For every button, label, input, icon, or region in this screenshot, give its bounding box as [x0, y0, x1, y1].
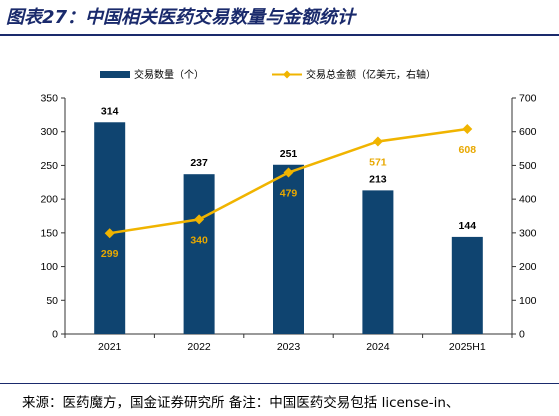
- title-divider: [0, 34, 559, 36]
- bar-value-label: 213: [369, 173, 387, 185]
- left-axis-tick-label: 50: [46, 295, 58, 307]
- legend-swatch-marker: [283, 70, 291, 79]
- line-value-label: 571: [369, 156, 387, 168]
- line-value-label: 479: [280, 188, 298, 200]
- right-axis-tick-label: 700: [519, 93, 537, 105]
- line-marker: [372, 136, 383, 147]
- chart-title: 图表27：中国相关医药交易数量与金额统计: [6, 7, 356, 28]
- line-marker: [462, 124, 473, 135]
- left-axis-tick-label: 300: [40, 126, 58, 138]
- left-axis-tick-label: 100: [40, 261, 58, 273]
- right-axis-tick-label: 600: [519, 126, 537, 138]
- legend-swatch-bar: [100, 71, 130, 78]
- chart: 交易数量（个） 交易总金额（亿美元，右轴） 0 50 100 150 200 250 300…: [40, 68, 536, 354]
- line-marker: [283, 167, 294, 178]
- bar: [183, 174, 215, 334]
- left-axis-tick-label: 250: [40, 160, 58, 172]
- bar: [451, 236, 483, 334]
- right-axis-tick-label: 100: [519, 295, 537, 307]
- footer-divider: [0, 383, 559, 384]
- bar-value-label: 314: [101, 105, 119, 117]
- line-value-label: 299: [101, 248, 119, 260]
- bar-series: [94, 122, 483, 334]
- line-value-label: 608: [459, 144, 477, 156]
- bar-value-label: 144: [459, 220, 477, 232]
- left-axis-tick-label: 350: [40, 93, 58, 105]
- left-axis-tick-label: 0: [52, 329, 58, 341]
- right-axis-tick-label: 400: [519, 194, 537, 206]
- legend: 交易数量（个） 交易总金额（亿美元，右轴）: [100, 68, 436, 81]
- axes: 0 50 100 150 200 250 300 350 0 100 200 300 400 500 600…: [40, 93, 536, 354]
- bar-value-label: 237: [190, 157, 208, 169]
- source-note: 来源：医药魔方，国金证券研究所 备注：中国医药交易包括 license-in、: [22, 395, 460, 411]
- bar: [362, 190, 394, 334]
- line-marker: [194, 214, 205, 225]
- bar: [94, 122, 126, 334]
- legend-label-bar: 交易数量（个）: [134, 68, 204, 81]
- right-axis-tick-label: 0: [519, 329, 525, 341]
- line-series: [104, 124, 473, 239]
- bar: [273, 164, 304, 334]
- right-axis-tick-label: 200: [519, 261, 537, 273]
- right-axis-tick-label: 300: [519, 227, 537, 239]
- right-axis-tick-label: 500: [519, 160, 537, 172]
- line-value-label: 340: [190, 234, 208, 246]
- x-axis-tick-label: 2025H1: [449, 341, 486, 353]
- x-axis-tick-label: 2022: [187, 341, 211, 353]
- left-axis-tick-label: 200: [40, 194, 58, 206]
- x-axis-tick-label: 2024: [366, 341, 390, 353]
- data-labels: 314 237 251 213 144 299 340 479 571 608: [101, 105, 476, 260]
- x-axis-tick-label: 2021: [98, 341, 122, 353]
- left-axis-tick-label: 150: [40, 227, 58, 239]
- bar-value-label: 251: [280, 148, 298, 160]
- line-marker: [104, 228, 115, 239]
- x-axis-tick-label: 2023: [277, 341, 301, 353]
- legend-label-line: 交易总金额（亿美元，右轴）: [306, 68, 436, 81]
